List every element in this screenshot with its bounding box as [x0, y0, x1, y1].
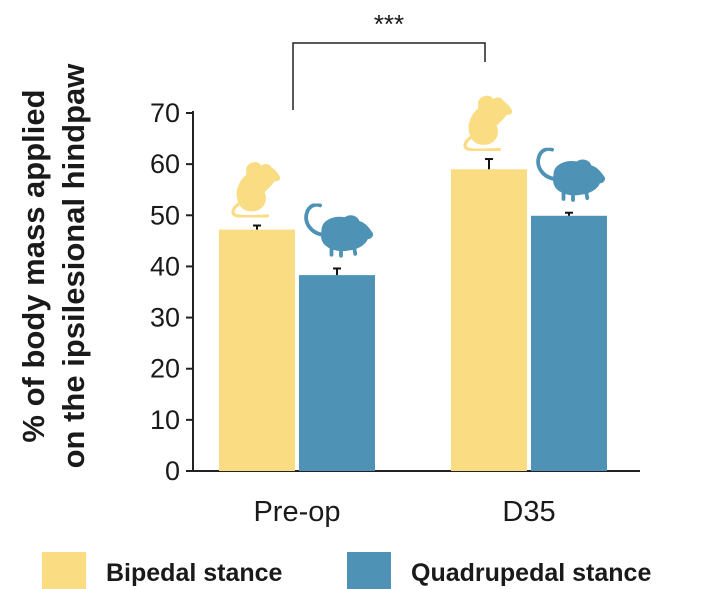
legend-label-quadrupedal: Quadrupedal stance: [411, 559, 651, 587]
bars: [219, 169, 607, 471]
legend: Bipedal stance Quadrupedal stance: [42, 552, 651, 589]
y-tick-label: 10: [150, 405, 180, 435]
y-tick-label: 60: [150, 149, 180, 179]
significance-label: ***: [374, 9, 404, 39]
bar-bipedal-d35: [451, 169, 527, 471]
legend-swatch-bipedal: [42, 552, 86, 589]
y-tick-label: 40: [150, 251, 180, 281]
y-tick-label: 70: [150, 98, 180, 128]
error-bars: [253, 158, 573, 276]
x-tick-label: Pre-op: [253, 496, 340, 528]
y-tick-label: 0: [165, 456, 180, 486]
rat-bipedal-icon: [463, 95, 514, 152]
legend-swatch-quadrupedal: [347, 552, 391, 589]
bar-bipedal-pre-op: [219, 229, 295, 471]
rat-quadrupedal-icon: [304, 203, 375, 258]
significance-bracket: [292, 42, 486, 110]
y-tick-label: 20: [150, 354, 180, 384]
legend-label-bipedal: Bipedal stance: [106, 559, 283, 587]
y-axis-label-line-2: on the ipsilesional hindpaw: [56, 63, 91, 469]
y-ticks: 0 10 20 30 40 50 60 70: [150, 98, 193, 486]
x-tick-labels: Pre-op D35: [253, 496, 555, 528]
y-axis-label-line-1: % of body mass applied: [16, 89, 51, 442]
x-tick-label: D35: [502, 496, 555, 528]
y-tick-label: 50: [150, 200, 180, 230]
bar-quadrupedal-pre-op: [299, 275, 375, 471]
rat-bipedal-icon: [231, 161, 282, 218]
y-tick-label: 30: [150, 303, 180, 333]
rat-quadrupedal-icon: [536, 147, 607, 202]
bar-quadrupedal-d35: [531, 215, 607, 471]
